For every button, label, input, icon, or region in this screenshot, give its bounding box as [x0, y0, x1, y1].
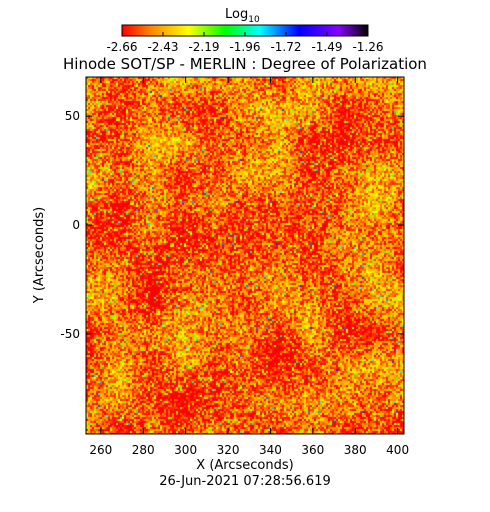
x-tick-label: 300 [174, 443, 197, 457]
x-tick-label: 320 [217, 443, 240, 457]
colorbar-tick-label: -1.72 [270, 40, 301, 54]
chart-title: Hinode SOT/SP - MERLIN : Degree of Polar… [63, 55, 427, 73]
x-tick-label: 280 [132, 443, 155, 457]
colorbar-tick-label: -1.96 [229, 40, 260, 54]
x-tick-label: 400 [386, 443, 409, 457]
colorbar-tick-label: -2.66 [106, 40, 137, 54]
y-axis-ticks: 50 0 -50 [60, 109, 404, 341]
colorbar-label-sub: 10 [248, 15, 260, 25]
x-tick-label: 260 [89, 443, 112, 457]
plot-frame [85, 76, 405, 435]
x-tick-label: 340 [259, 443, 282, 457]
colorbar-label: Log10 [225, 7, 260, 25]
colorbar-ticks: -2.66 -2.43 -2.19 -1.96 -1.72 -1.49 -1.26 [106, 32, 384, 54]
y-tick-label: 0 [72, 218, 80, 232]
x-tick-label: 360 [301, 443, 324, 457]
x-tick-label: 380 [344, 443, 367, 457]
colorbar-tick-label: -2.19 [188, 40, 219, 54]
timestamp: 26-Jun-2021 07:28:56.619 [159, 474, 331, 489]
y-axis-label: Y (Arcseconds) [32, 207, 47, 304]
colorbar-label-base: Log [225, 7, 248, 22]
heatmap-canvas [86, 77, 404, 434]
y-tick-label: 50 [65, 109, 80, 123]
x-axis-ticks: 260 280 300 320 340 360 380 400 [89, 77, 409, 457]
heatmap-container [86, 77, 404, 434]
colorbar-tick-label: -1.26 [352, 40, 383, 54]
colorbar-tick-label: -2.43 [147, 40, 178, 54]
colorbar-tick-label: -1.49 [311, 40, 342, 54]
y-tick-label: -50 [60, 327, 80, 341]
x-axis-label: X (Arcseconds) [196, 458, 293, 473]
